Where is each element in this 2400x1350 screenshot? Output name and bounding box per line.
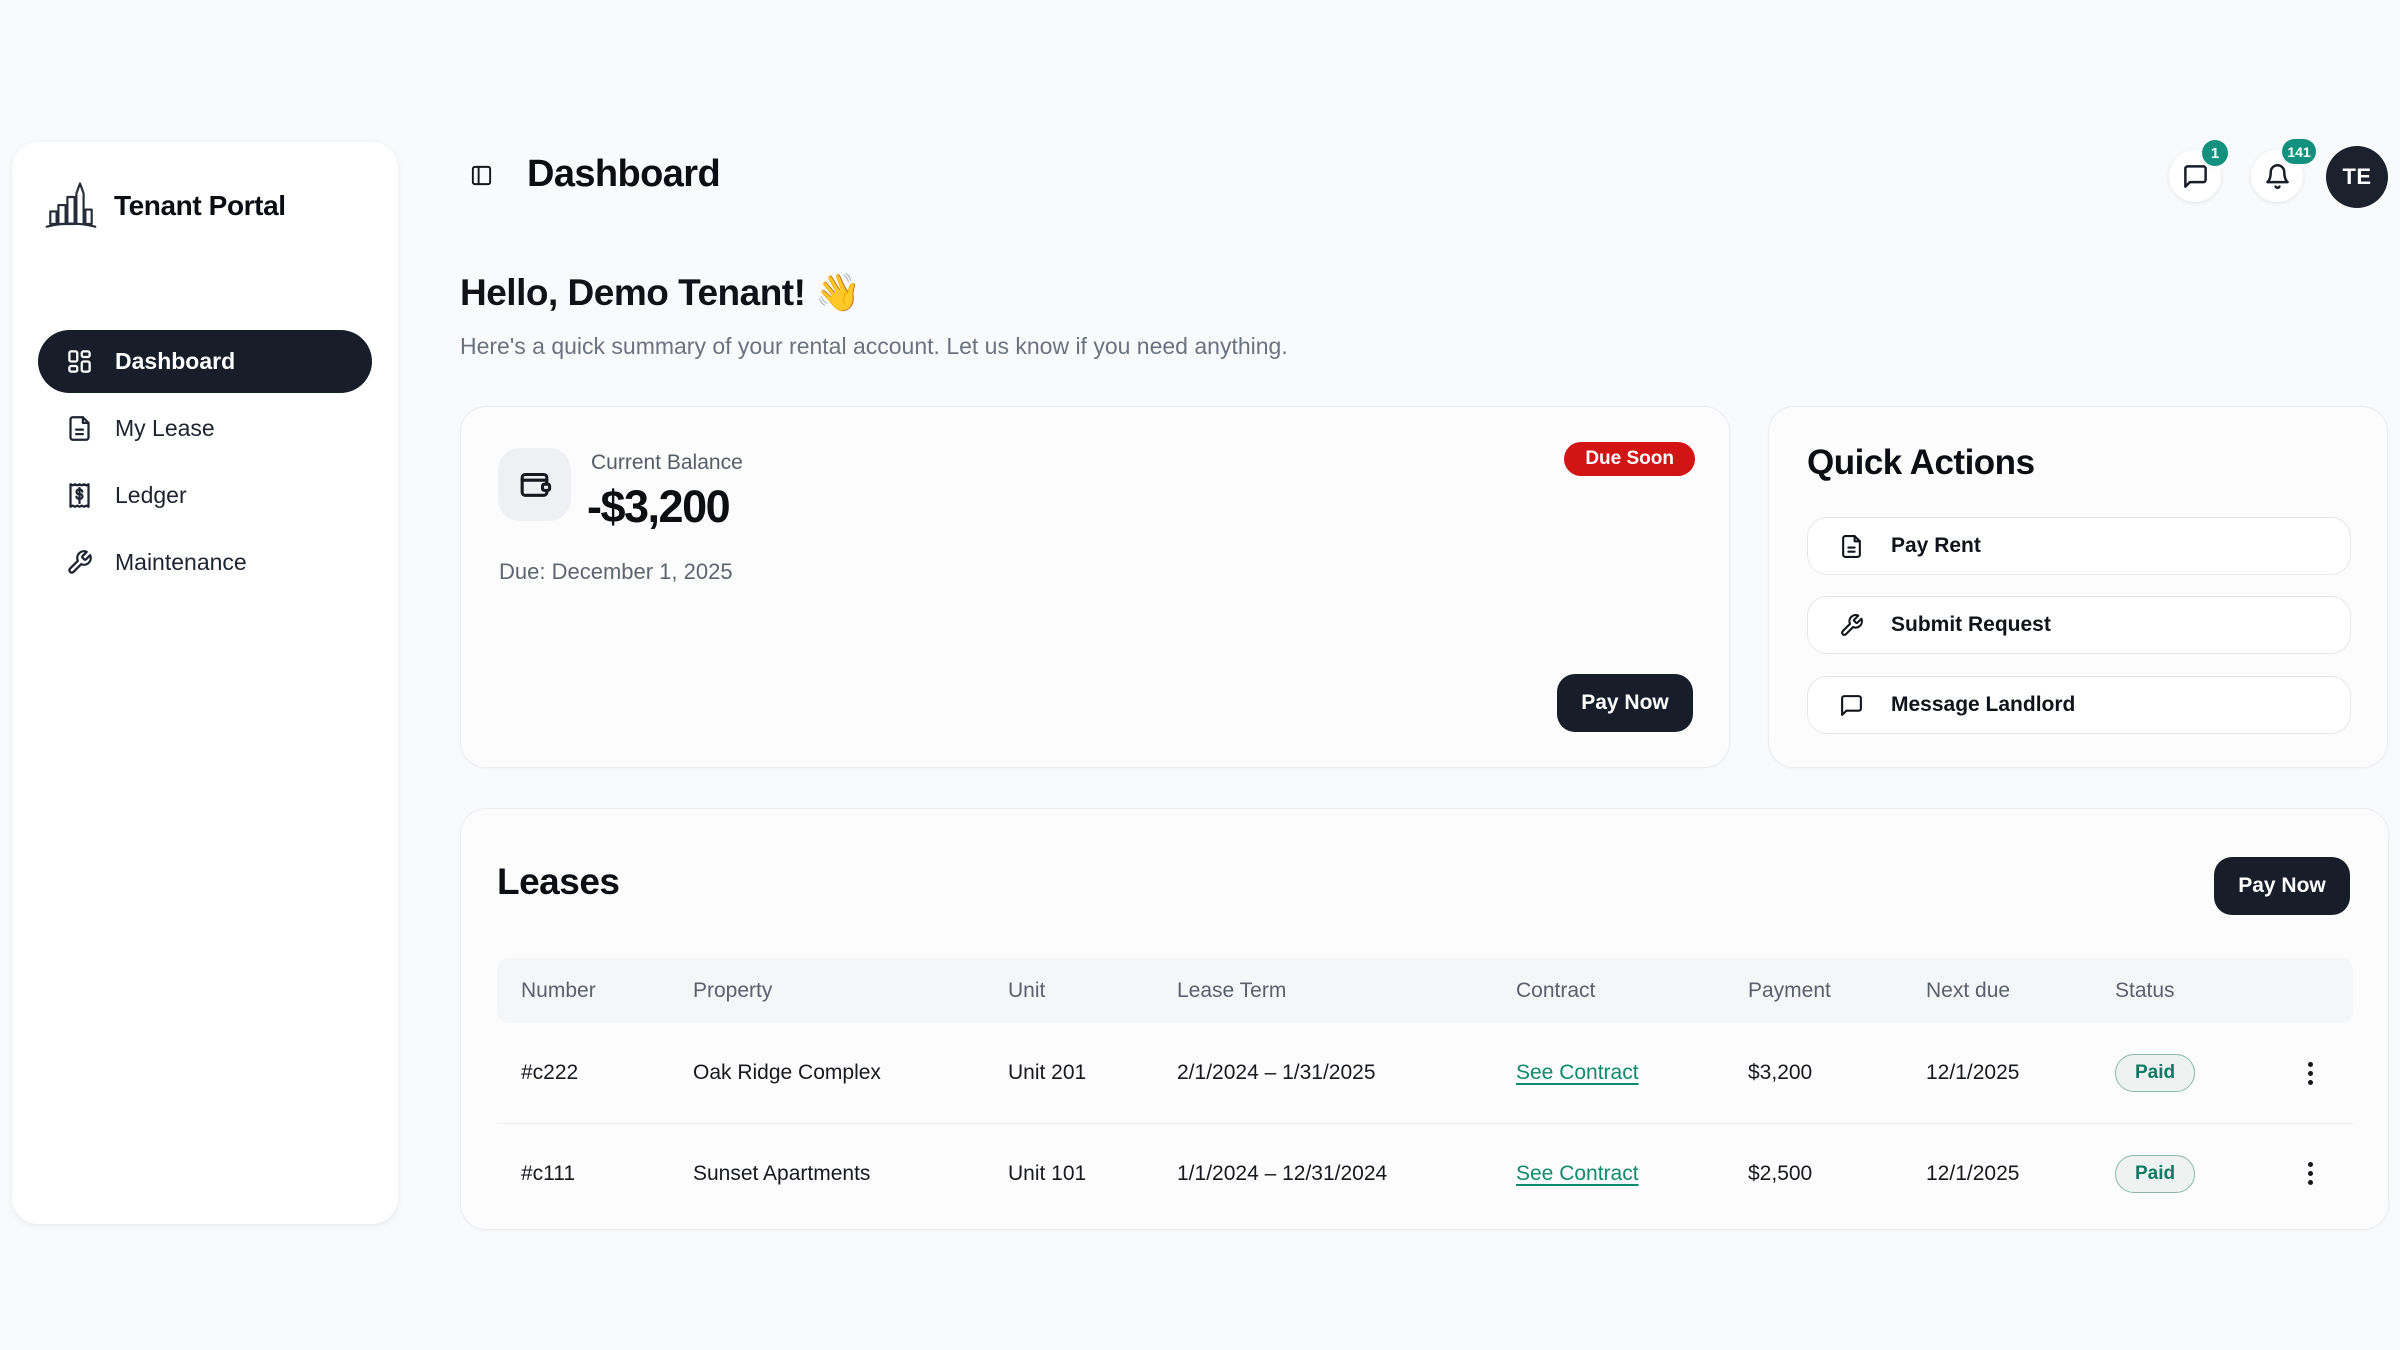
status-badge: Paid [2115, 1054, 2196, 1092]
column-header: Property [693, 978, 773, 1002]
lease-next-due: 12/1/2025 [1926, 1161, 2020, 1185]
sidebar-item-my-lease[interactable]: My Lease [38, 397, 372, 460]
quick-action-label: Pay Rent [1891, 534, 1981, 557]
quick-action-label: Submit Request [1891, 613, 2051, 636]
column-header: Lease Term [1177, 978, 1287, 1002]
file-text-icon [1839, 534, 1864, 559]
building-skyline-icon [44, 178, 98, 234]
bell-icon [2264, 163, 2291, 190]
see-contract-link[interactable]: See Contract [1516, 1061, 1639, 1084]
column-header: Status [2115, 978, 2175, 1002]
table-row: #c222 Oak Ridge Complex Unit 201 2/1/202… [497, 1023, 2353, 1123]
lease-term: 1/1/2024 – 12/31/2024 [1177, 1161, 1388, 1185]
column-header: Number [521, 978, 596, 1002]
file-text-icon [66, 415, 93, 442]
submit-request-button[interactable]: Submit Request [1807, 596, 2351, 654]
app-logo: Tenant Portal [38, 178, 372, 234]
message-landlord-button[interactable]: Message Landlord [1807, 676, 2351, 734]
page-title: Dashboard [527, 153, 721, 195]
greeting-subtitle: Here's a quick summary of your rental ac… [460, 333, 1288, 359]
lease-next-due: 12/1/2025 [1926, 1061, 2020, 1084]
greeting-title: Hello, Demo Tenant! 👋 [460, 272, 861, 313]
receipt-icon [66, 482, 93, 509]
balance-amount: -$3,200 [587, 481, 731, 532]
messages-count-badge: 1 [2202, 140, 2228, 166]
leases-card: Leases Pay Now Number Property Unit Leas… [460, 808, 2389, 1230]
wrench-icon [1839, 613, 1864, 638]
wallet-icon-tile [498, 448, 571, 521]
user-avatar[interactable]: TE [2326, 146, 2388, 208]
lease-term: 2/1/2024 – 1/31/2025 [1177, 1061, 1376, 1084]
sidebar-nav: Dashboard My Lease [38, 330, 372, 594]
lease-payment: $2,500 [1748, 1161, 1813, 1185]
leases-table: Number Property Unit Lease Term Contract… [497, 958, 2353, 1223]
sidebar-item-label: Ledger [115, 482, 187, 508]
leases-title: Leases [497, 861, 620, 902]
table-row: #c111 Sunset Apartments Unit 101 1/1/202… [497, 1123, 2353, 1223]
quick-action-label: Message Landlord [1891, 693, 2076, 716]
sidebar-item-label: Maintenance [115, 549, 247, 575]
see-contract-link[interactable]: See Contract [1516, 1161, 1639, 1185]
sidebar-toggle-icon[interactable] [470, 164, 493, 187]
layout-dashboard-icon [66, 348, 93, 375]
lease-unit: Unit 201 [1008, 1061, 1087, 1084]
lease-number: #c111 [521, 1161, 576, 1185]
balance-label: Current Balance [591, 451, 743, 474]
messages-button[interactable]: 1 [2169, 140, 2228, 202]
wrench-icon [66, 549, 93, 576]
pay-now-button[interactable]: Pay Now [1557, 674, 1693, 732]
balance-due-date: Due: December 1, 2025 [499, 559, 733, 584]
chat-bubble-icon [2182, 163, 2209, 190]
due-soon-badge: Due Soon [1564, 442, 1695, 476]
quick-actions-title: Quick Actions [1807, 443, 2035, 482]
sidebar-item-dashboard[interactable]: Dashboard [38, 330, 372, 393]
sidebar-item-maintenance[interactable]: Maintenance [38, 531, 372, 594]
leases-pay-now-button[interactable]: Pay Now [2214, 857, 2350, 915]
lease-property: Sunset Apartments [693, 1161, 871, 1185]
sidebar-item-ledger[interactable]: Ledger [38, 464, 372, 527]
sidebar-item-label: My Lease [115, 415, 215, 441]
notifications-button[interactable]: 141 [2251, 139, 2316, 202]
row-menu-kebab-icon[interactable] [2302, 1056, 2319, 1091]
column-header: Unit [1008, 978, 1046, 1002]
sidebar-item-label: Dashboard [115, 348, 236, 374]
sidebar: Tenant Portal Dashboard [12, 142, 398, 1224]
leases-table-header: Number Property Unit Lease Term Contract… [497, 958, 2353, 1023]
wallet-icon [516, 466, 553, 503]
chat-bubble-icon [1839, 693, 1864, 718]
balance-card: Current Balance -$3,200 Due: December 1,… [460, 406, 1730, 768]
app-title: Tenant Portal [114, 190, 286, 221]
row-menu-kebab-icon[interactable] [2302, 1156, 2319, 1191]
status-badge: Paid [2115, 1154, 2196, 1193]
column-header: Next due [1926, 978, 2011, 1002]
pay-rent-button[interactable]: Pay Rent [1807, 517, 2351, 575]
lease-unit: Unit 101 [1008, 1161, 1087, 1185]
column-header: Payment [1748, 978, 1831, 1002]
quick-actions-card: Quick Actions Pay Rent Submit Request [1768, 406, 2388, 768]
lease-property: Oak Ridge Complex [693, 1061, 881, 1084]
lease-payment: $3,200 [1748, 1061, 1813, 1084]
notifications-count-badge: 141 [2282, 139, 2316, 164]
lease-number: #c222 [521, 1061, 579, 1084]
column-header: Contract [1516, 978, 1596, 1002]
